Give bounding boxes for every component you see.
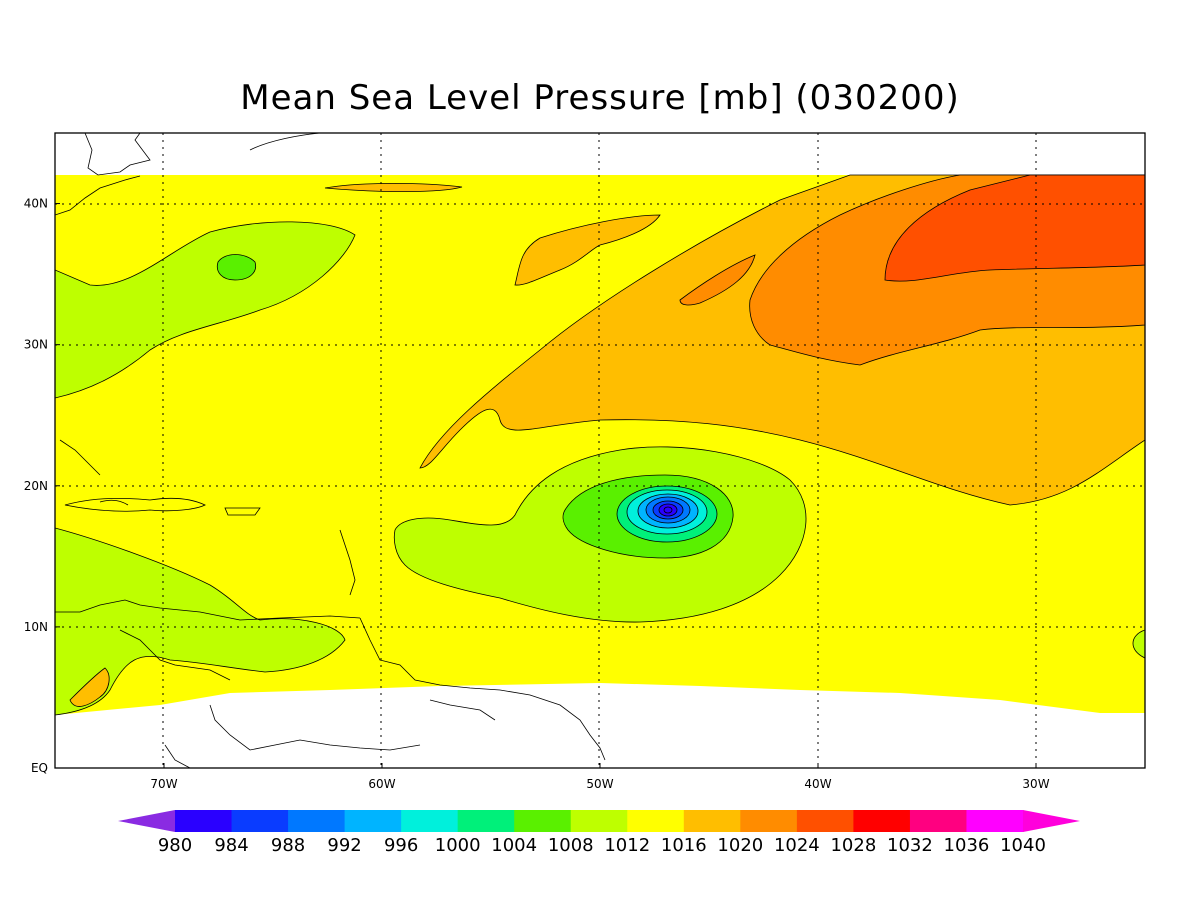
coastline-layer xyxy=(55,133,606,768)
colorbar-label: 980 xyxy=(158,835,192,856)
lon-label: 40W xyxy=(804,777,831,791)
colorbar-box xyxy=(740,810,798,832)
lat-label: 20N xyxy=(24,479,48,493)
lon-label: 50W xyxy=(586,777,613,791)
colorbar-box xyxy=(514,810,572,832)
colorbar-max-arrow xyxy=(1023,810,1080,832)
colorbar-box xyxy=(683,810,741,832)
colorbar-label: 988 xyxy=(271,835,305,856)
colorbar-label: 1024 xyxy=(774,835,820,856)
colorbar: 980 984 988 992 996 1000 1004 1008 1012 1016 1020 1… xyxy=(118,810,1080,856)
lat-label: 10N xyxy=(24,620,48,634)
colorbar-label: 992 xyxy=(327,835,361,856)
colorbar-box xyxy=(796,810,854,832)
colorbar-label: 1036 xyxy=(944,835,990,856)
lat-label: 30N xyxy=(24,338,48,352)
colorbar-min-arrow xyxy=(118,810,175,832)
colorbar-box xyxy=(966,810,1024,832)
colorbar-label: 996 xyxy=(384,835,418,856)
colorbar-label: 1016 xyxy=(661,835,707,856)
colorbar-label: 1000 xyxy=(435,835,481,856)
colorbar-box xyxy=(344,810,402,832)
longitude-labels: 70W 60W 50W 40W 30W xyxy=(150,763,1050,791)
colorbar-box xyxy=(231,810,289,832)
graticule xyxy=(55,133,1145,768)
colorbar-box xyxy=(288,810,346,832)
latitude-labels: 40N 30N 20N 10N EQ xyxy=(24,197,60,775)
lon-label: 70W xyxy=(150,777,177,791)
colorbar-label: 1028 xyxy=(830,835,876,856)
colorbar-label: 1012 xyxy=(604,835,650,856)
colorbar-label: 1020 xyxy=(717,835,763,856)
colorbar-box xyxy=(175,810,233,832)
colorbar-label: 984 xyxy=(214,835,248,856)
lat-label: EQ xyxy=(31,761,48,775)
lon-label: 60W xyxy=(368,777,395,791)
colorbar-label: 1004 xyxy=(491,835,537,856)
colorbar-box xyxy=(853,810,911,832)
colorbar-box xyxy=(570,810,628,832)
colorbar-box xyxy=(627,810,685,832)
colorbar-label: 1040 xyxy=(1000,835,1046,856)
colorbar-box xyxy=(457,810,515,832)
colorbar-box xyxy=(401,810,459,832)
map-title: Mean Sea Level Pressure [mb] (030200) xyxy=(240,78,960,118)
colorbar-box xyxy=(909,810,967,832)
lon-label: 30W xyxy=(1022,777,1049,791)
lat-label: 40N xyxy=(24,197,48,211)
colorbar-label: 1008 xyxy=(548,835,594,856)
colorbar-label: 1032 xyxy=(887,835,933,856)
pressure-field xyxy=(55,133,1145,768)
